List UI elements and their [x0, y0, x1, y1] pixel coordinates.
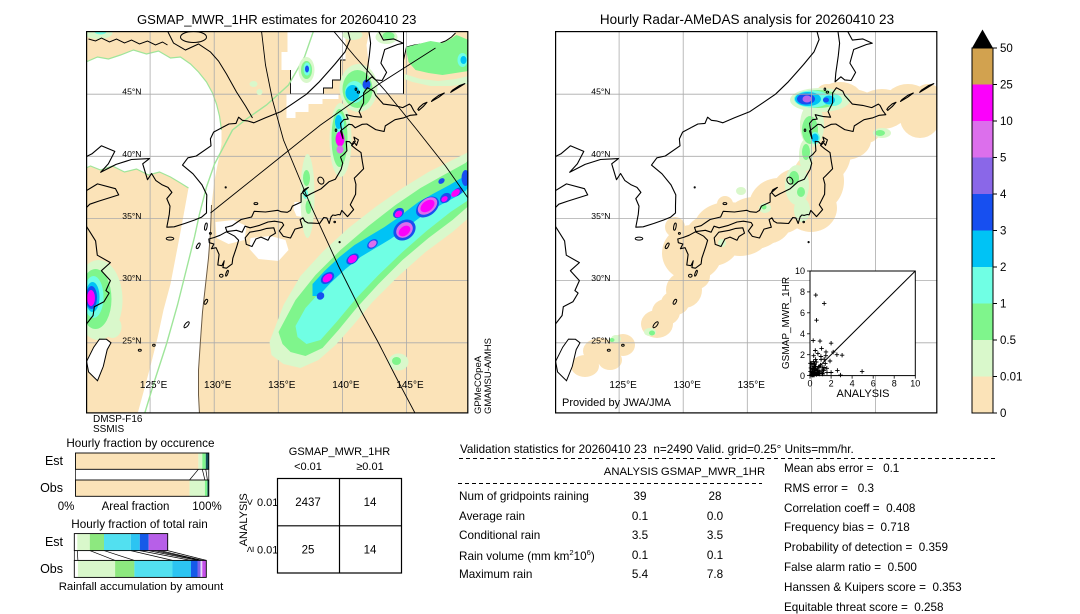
svg-text:130°E: 130°E [204, 380, 232, 391]
svg-text:100%: 100% [192, 501, 221, 513]
svg-text:125°E: 125°E [140, 380, 168, 391]
svg-text:Est: Est [45, 535, 64, 549]
svg-text:Provided by JWA/JMA: Provided by JWA/JMA [562, 397, 672, 409]
svg-text:0: 0 [800, 371, 805, 381]
svg-text:DMSP-F16: DMSP-F16 [93, 414, 143, 425]
svg-text:≥: ≥ [245, 546, 257, 552]
svg-text:Rainfall accumulation by amoun: Rainfall accumulation by amount [59, 581, 224, 593]
svg-text:0: 0 [1000, 408, 1006, 420]
svg-text:135°E: 135°E [268, 380, 296, 391]
svg-text:2437: 2437 [295, 497, 321, 509]
svg-text:GSMAP_MWR_1HR: GSMAP_MWR_1HR [781, 277, 792, 369]
svg-text:140°E: 140°E [332, 380, 360, 391]
svg-text:6: 6 [871, 379, 876, 389]
svg-text:40°N: 40°N [591, 149, 610, 159]
svg-text:130°E: 130°E [674, 380, 702, 391]
svg-text:GMAMSU-A/MHS: GMAMSU-A/MHS [483, 338, 494, 414]
svg-text:4: 4 [1000, 189, 1007, 201]
svg-text:30°N: 30°N [122, 273, 141, 283]
svg-text:2: 2 [829, 379, 834, 389]
svg-text:14: 14 [364, 497, 377, 509]
svg-text:5: 5 [1000, 153, 1006, 165]
svg-text:6: 6 [800, 308, 805, 318]
svg-text:GPMeCOpeA: GPMeCOpeA [473, 355, 484, 414]
svg-text:145°E: 145°E [396, 380, 424, 391]
svg-text:0.5: 0.5 [1000, 335, 1016, 347]
svg-text:<: < [245, 499, 257, 505]
svg-text:<0.01: <0.01 [294, 461, 322, 473]
svg-text:Hourly fraction of total rain: Hourly fraction of total rain [71, 518, 207, 531]
svg-text:4: 4 [850, 379, 855, 389]
svg-text:45°N: 45°N [591, 87, 610, 97]
svg-text:Hourly fraction by occurence: Hourly fraction by occurence [66, 437, 214, 450]
svg-text:Areal fraction: Areal fraction [102, 501, 170, 513]
svg-text:35°N: 35°N [122, 211, 141, 221]
svg-text:2: 2 [800, 350, 805, 360]
svg-text:25°N: 25°N [122, 335, 141, 345]
svg-text:Est: Est [45, 454, 64, 468]
svg-text:35°N: 35°N [591, 211, 610, 221]
svg-text:1: 1 [1000, 299, 1006, 311]
svg-text:10: 10 [910, 379, 920, 389]
svg-text:8: 8 [892, 379, 897, 389]
svg-text:45°N: 45°N [122, 87, 141, 97]
svg-text:3: 3 [1000, 226, 1006, 238]
svg-text:25: 25 [1000, 80, 1013, 92]
svg-text:GSMAP_MWR_1HR: GSMAP_MWR_1HR [289, 446, 391, 458]
svg-text:0: 0 [807, 379, 812, 389]
svg-text:ANALYSIS: ANALYSIS [238, 493, 250, 546]
svg-text:4: 4 [800, 329, 805, 339]
svg-text:8: 8 [800, 287, 805, 297]
svg-text:0.01: 0.01 [257, 545, 278, 557]
svg-text:10: 10 [795, 266, 805, 276]
svg-text:Obs: Obs [40, 481, 63, 495]
svg-text:0%: 0% [58, 501, 75, 513]
svg-text:10: 10 [1000, 116, 1013, 128]
svg-text:50: 50 [1000, 43, 1013, 55]
svg-text:135°E: 135°E [738, 380, 766, 391]
svg-text:40°N: 40°N [122, 149, 141, 159]
svg-text:25: 25 [302, 545, 315, 557]
svg-text:Obs: Obs [40, 562, 63, 576]
svg-text:ANALYSIS: ANALYSIS [837, 388, 890, 400]
svg-text:0.01: 0.01 [1000, 372, 1022, 384]
svg-text:14: 14 [364, 545, 377, 557]
svg-text:≥0.01: ≥0.01 [356, 461, 383, 473]
svg-text:2: 2 [1000, 262, 1006, 274]
svg-text:30°N: 30°N [591, 273, 610, 283]
svg-text:125°E: 125°E [609, 380, 637, 391]
svg-text:0.01: 0.01 [257, 497, 278, 509]
svg-text:SSMIS: SSMIS [93, 424, 124, 435]
svg-text:25°N: 25°N [591, 335, 610, 345]
